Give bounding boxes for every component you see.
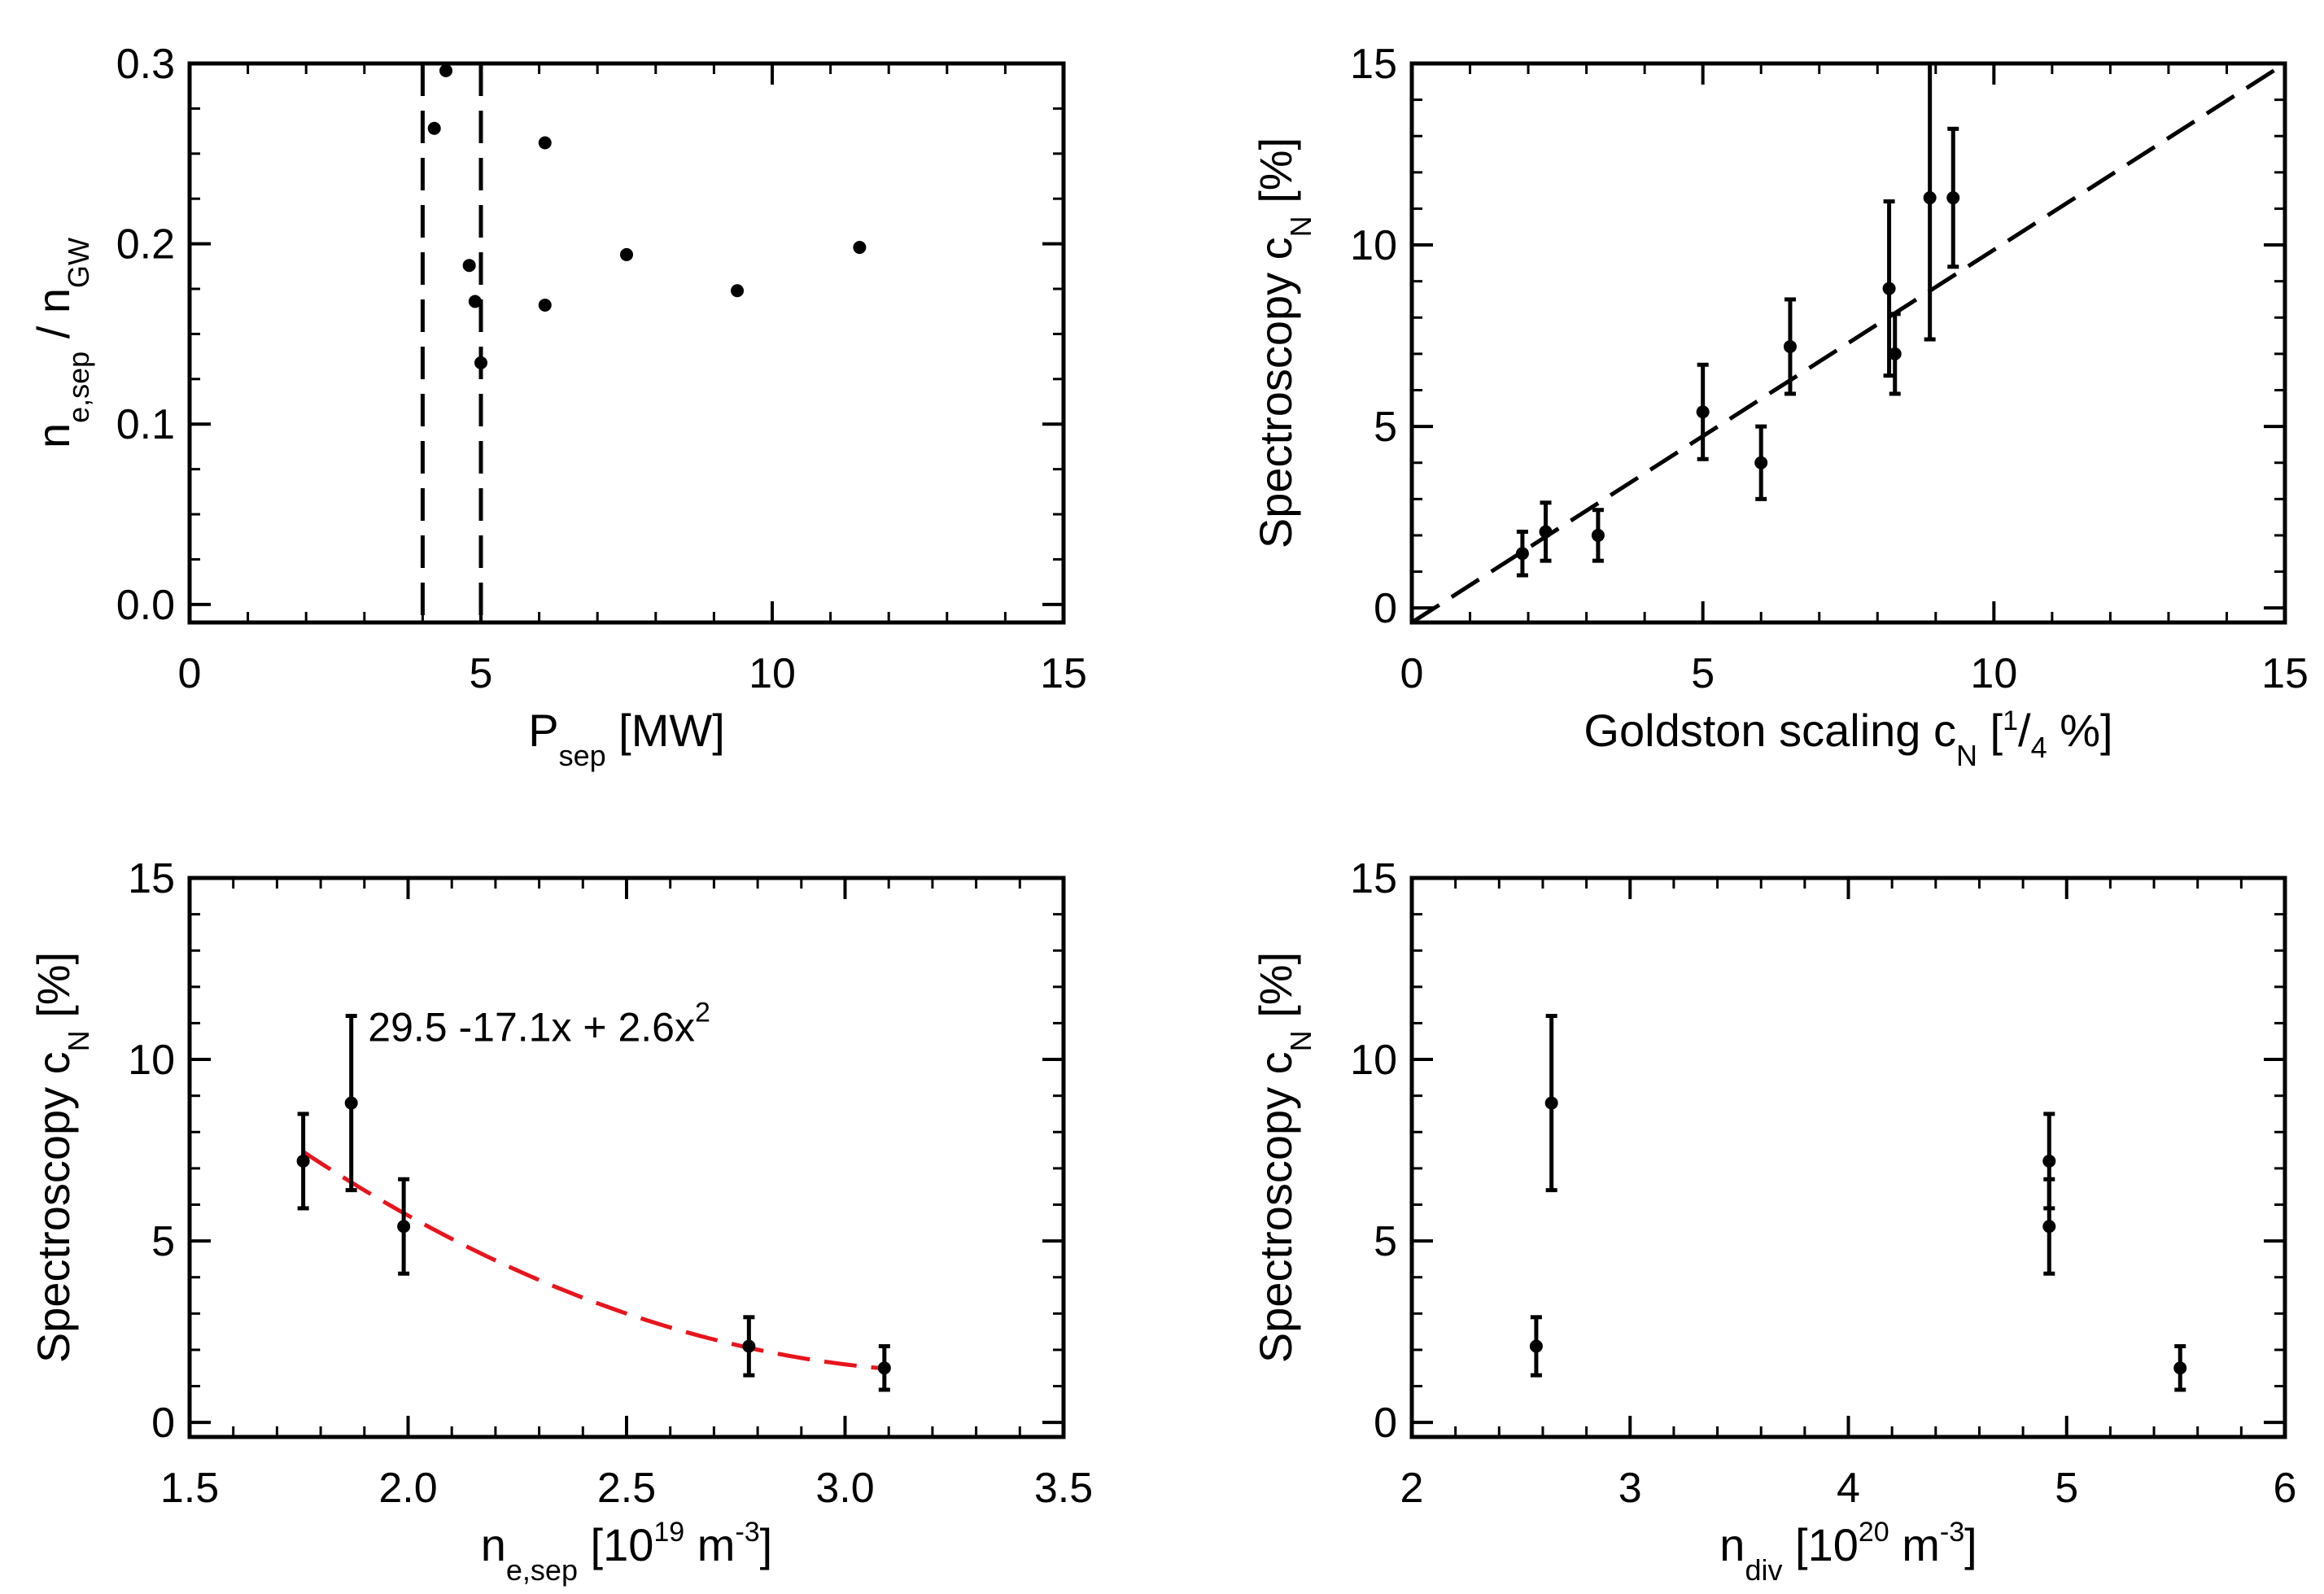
panel1-data-point xyxy=(462,259,476,273)
panel3-data-point xyxy=(877,1361,891,1375)
panel1-ylabel: ne,sep / nGW xyxy=(28,238,95,448)
panel2-xlabel: Goldston scaling cN [1/4 %] xyxy=(1584,705,2112,772)
panel2-ytick-label: 10 xyxy=(1350,222,1397,269)
panel2-data-point xyxy=(1754,456,1768,469)
panel3-ylabel: Spectroscopy cN [%] xyxy=(28,952,95,1363)
panel3-xtick-label: 1.5 xyxy=(160,1465,219,1512)
panel2-xtick-label: 0 xyxy=(1400,650,1424,697)
panel3-xtick-label: 2.0 xyxy=(378,1465,437,1512)
panel1-ytick-label: 0.3 xyxy=(116,41,175,88)
panel4-ytick-label: 15 xyxy=(1350,855,1397,902)
panel1-data-point xyxy=(853,241,867,255)
panel3-fit-curve xyxy=(302,1150,885,1371)
panel1-data-point xyxy=(427,121,441,135)
panel2-xtick-label: 15 xyxy=(2261,650,2309,697)
panel-4: 2 3 4 5 6 0 5 10 15 ndiv [1020 m-3] Spectroscopy c… xyxy=(1250,855,2296,1587)
panel3-axes-frame xyxy=(187,876,1066,1439)
panel3-data-point xyxy=(296,1154,310,1168)
panel3-ytick-label: 0 xyxy=(151,1400,175,1447)
panel4-data-point xyxy=(1529,1339,1543,1353)
panel1-axes-frame xyxy=(187,61,1066,625)
panel2-data-point xyxy=(1539,525,1553,539)
panel2-ylabel: Spectroscopy cN [%] xyxy=(1250,138,1317,548)
panel3-fit-equation: 29.5 -17.1x + 2.6x2 xyxy=(368,998,710,1050)
panel1-plot-area xyxy=(420,63,867,622)
panel4-ytick-label: 5 xyxy=(1374,1218,1397,1265)
panel2-ytick-label: 0 xyxy=(1374,585,1397,632)
panel3-data-point xyxy=(344,1096,358,1110)
panel2-xtick-label: 10 xyxy=(1970,650,2017,697)
panel4-ytick-label: 0 xyxy=(1374,1400,1397,1447)
panel-1: 0 5 10 15 0.0 0.1 0.2 0.3 Psep [MW] ne,sep / nGW xyxy=(28,41,1087,772)
panel1-ytick-label: 0.1 xyxy=(116,401,175,448)
panel3-xtick-label: 3.0 xyxy=(815,1465,874,1512)
panel2-data-point xyxy=(1783,339,1797,353)
panel2-data-point xyxy=(1515,547,1529,561)
panel4-axes-frame xyxy=(1409,876,2287,1439)
panel1-data-point xyxy=(620,247,633,261)
panel1-xtick-label: 10 xyxy=(749,650,796,697)
panel3-data-point xyxy=(742,1339,756,1353)
panel1-data-point xyxy=(538,298,552,312)
panel1-data-point xyxy=(468,295,482,308)
panel3-xtick-label: 2.5 xyxy=(597,1465,656,1512)
panel3-plot-area xyxy=(296,1014,891,1392)
panel3-xtick-label: 3.5 xyxy=(1034,1465,1093,1512)
panel2-ytick-label: 5 xyxy=(1374,404,1397,451)
panel1-data-point xyxy=(439,63,453,77)
panel4-ytick-label: 10 xyxy=(1350,1037,1397,1084)
panel4-xtick-label: 3 xyxy=(1618,1465,1642,1512)
panel-2: 0 5 10 15 0 5 10 15 Goldston scaling cN [1/4 %] S… xyxy=(1250,41,2309,772)
panel2-axes-frame xyxy=(1409,61,2287,625)
panel3-data-point xyxy=(397,1220,411,1234)
panel2-data-point xyxy=(1591,528,1605,542)
panel1-ytick-label: 0.0 xyxy=(116,582,175,629)
panel2-plot-area xyxy=(1412,63,2285,622)
panel1-xtick-label: 15 xyxy=(1040,650,1087,697)
panel2-xtick-label: 5 xyxy=(1691,650,1715,697)
panel1-data-point xyxy=(538,136,552,150)
panel2-ytick-label: 15 xyxy=(1350,41,1397,88)
panel3-ytick-label: 10 xyxy=(128,1037,175,1084)
panel4-xtick-label: 6 xyxy=(2274,1465,2297,1512)
panel4-xtick-label: 2 xyxy=(1400,1465,1424,1512)
panel4-xtick-label: 5 xyxy=(2055,1465,2078,1512)
panel2-data-point xyxy=(1946,191,1960,205)
panel3-xlabel: ne,sep [1019 m-3] xyxy=(481,1517,772,1587)
panel2-data-point xyxy=(1696,405,1710,419)
panel-3: 1.5 2.0 2.5 3.0 3.5 0 5 10 15 ne,sep [1019 m-3] Sp… xyxy=(28,855,1093,1587)
panel1-data-point xyxy=(731,284,745,298)
panel4-data-point xyxy=(2042,1220,2056,1234)
panel4-plot-area xyxy=(1529,1014,2187,1392)
panel4-ylabel: Spectroscopy cN [%] xyxy=(1250,952,1317,1363)
panel4-data-point xyxy=(2042,1154,2056,1168)
panel1-xlabel: Psep [MW] xyxy=(528,705,725,772)
panel1-ytick-label: 0.2 xyxy=(116,221,175,269)
panel4-xtick-label: 4 xyxy=(1837,1465,1860,1512)
panel4-data-point xyxy=(2173,1361,2187,1375)
panel2-data-point xyxy=(1888,347,1902,360)
panel3-ytick-label: 5 xyxy=(151,1218,175,1265)
panel1-xtick-label: 5 xyxy=(470,650,493,697)
panel3-ytick-label: 15 xyxy=(128,855,175,902)
panel2-data-point xyxy=(1923,191,1937,205)
panel1-xtick-label: 0 xyxy=(178,650,202,697)
panel2-reference-line xyxy=(1412,63,2285,622)
panel4-data-point xyxy=(1544,1096,1558,1110)
panel1-data-point xyxy=(474,356,487,369)
panel2-data-point xyxy=(1882,282,1896,295)
panel4-xlabel: ndiv [1020 m-3] xyxy=(1719,1517,1977,1587)
